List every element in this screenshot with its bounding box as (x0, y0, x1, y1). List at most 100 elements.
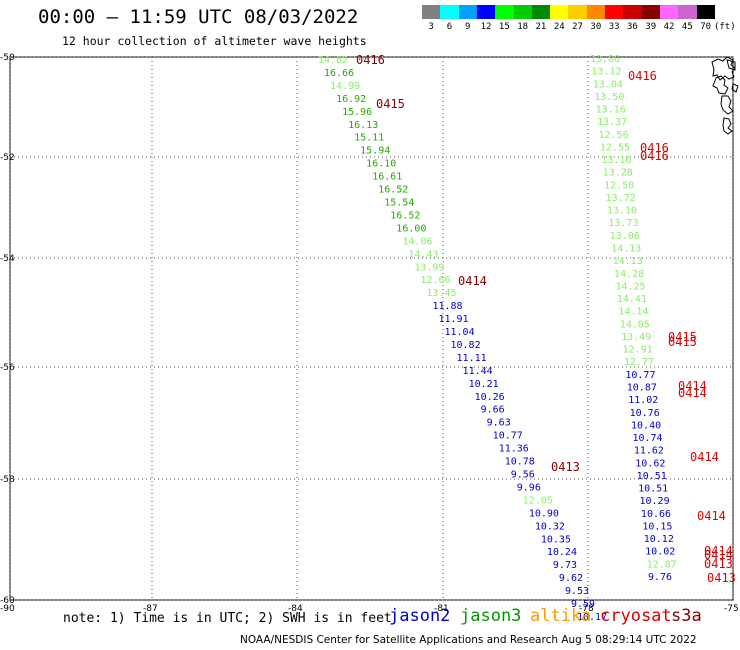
wave-height-value: 13.99 (414, 262, 444, 273)
colorbar-label: 33 (608, 22, 620, 32)
wave-height-value: 14.43 (408, 249, 438, 260)
pass-number-label: 0413 (704, 557, 733, 571)
wave-height-value: 10.21 (469, 379, 499, 390)
wave-height-value: 13.06 (610, 231, 640, 242)
colorbar-label: 6 (446, 22, 453, 32)
wave-height-value: 13.45 (426, 288, 456, 299)
colorbar-swatch (476, 5, 496, 19)
colorbar-label: (ft) (713, 22, 736, 32)
wave-height-value: 10.29 (640, 496, 670, 507)
wave-height-value: 10.51 (637, 471, 667, 482)
colorbar-label: 36 (627, 22, 638, 32)
colorbar-label: 12 (480, 22, 492, 32)
colorbar-label: 70 (700, 22, 712, 32)
wave-height-value: 14.41 (617, 294, 647, 305)
colorbar-label: 9 (465, 22, 471, 32)
wave-height-value: 9.56 (511, 470, 535, 481)
wave-height-value: 10.12 (644, 534, 674, 545)
lon-tick-label: -87 (143, 604, 158, 614)
colorbar-swatch (696, 5, 716, 19)
pass-number-label: 0416 (640, 141, 669, 155)
wave-height-value: 13.72 (606, 193, 636, 204)
wave-height-value: 12.91 (623, 345, 653, 356)
colorbar-swatch (568, 5, 588, 19)
wave-height-value: 10.77 (493, 431, 523, 442)
lon-tick-label: -78 (579, 604, 594, 614)
wave-height-value: 13.73 (608, 218, 638, 229)
colorbar-label: 39 (645, 22, 657, 32)
coastline-islands (711, 56, 739, 135)
pass-number-label: 0416 (628, 69, 657, 83)
colorbar-swatch (678, 5, 697, 19)
wave-height-value: 16.52 (378, 185, 408, 196)
wave-height-value: 16.66 (324, 68, 354, 79)
wave-height-value: 11.02 (628, 395, 658, 406)
wave-height-value: 12.05 (523, 495, 553, 506)
credit-line: NOAA/NESDIS Center for Satellite Applica… (240, 634, 697, 646)
lon-tick-label: -75 (724, 604, 739, 614)
wave-height-value: 10.24 (547, 547, 577, 558)
lat-tick-label: -56 (0, 363, 15, 373)
wave-height-value: 10.82 (451, 340, 481, 351)
colorbar-label: 3 (428, 22, 434, 32)
wave-height-value: 9.96 (517, 482, 541, 493)
colorbar-label: 18 (517, 22, 529, 32)
wave-height-value: 14.13 (613, 256, 643, 267)
wave-height-value: 12.77 (624, 357, 654, 368)
wave-height-value: 13.12 (591, 67, 621, 78)
wave-height-value: 11.36 (499, 444, 529, 455)
wave-height-value: 12.87 (647, 559, 677, 570)
colorbar-swatch (641, 5, 661, 19)
map-grid: -50 -52 -54 -56 -58 -60-90 -87 -84 -81 -78 -75 (0, 53, 739, 614)
wave-height-value: 15.54 (384, 197, 414, 208)
wave-height-value: 13.16 (596, 105, 626, 116)
lon-tick-label: -84 (288, 604, 303, 614)
colorbar-swatch (513, 5, 533, 19)
lat-tick-label: -60 (0, 596, 15, 606)
wave-height-value: 11.11 (457, 353, 487, 364)
legend-item-altika: altika (530, 606, 592, 626)
wave-height-value: 10.02 (645, 547, 675, 558)
pass-number-label: 0415 (668, 335, 697, 349)
wave-height-value: 10.51 (638, 484, 668, 495)
wave-height-value: 16.92 (336, 94, 366, 105)
wave-height-value: 11.62 (634, 446, 664, 457)
colorbar-swatch (605, 5, 624, 19)
map-subtitle: 12 hour collection of altimeter wave hei… (62, 34, 367, 48)
legend-item-jason3: jason3 (460, 606, 522, 626)
wave-height-value: 12.56 (598, 130, 628, 141)
lon-tick-label: -90 (0, 604, 15, 614)
wave-height-value: 14.06 (402, 236, 432, 247)
pass-number-label: 0414 (704, 548, 733, 562)
wave-height-value: 10.74 (632, 433, 662, 444)
note-text: note: 1) Time is in UTC; 2) SWH is in fe… (63, 611, 392, 626)
legend-item-cryosat: cryosat (600, 606, 672, 626)
wave-height-value: 11.44 (463, 366, 493, 377)
colorbar-swatch (458, 5, 478, 19)
pass-number-label: 0413 (551, 460, 580, 474)
wave-height-value: 14.82 (318, 55, 348, 66)
wave-height-value: 9.76 (648, 572, 672, 583)
wave-height-value: 10.40 (631, 420, 661, 431)
wave-height-value: 13.49 (621, 332, 651, 343)
map-frame (9, 56, 734, 601)
legend-item-jason2: jason2 (389, 606, 451, 626)
wave-height-value: 13.50 (594, 92, 624, 103)
wave-height-value: 11.04 (444, 327, 474, 338)
pass-number-label: 0416 (356, 53, 385, 67)
wave-height-value: 14.14 (618, 307, 648, 318)
pass-number-label: 0414 (458, 274, 487, 288)
wave-height-value: 14.99 (330, 81, 360, 92)
wave-height-value: 10.17 (577, 612, 607, 623)
lat-tick-label: -52 (0, 153, 15, 163)
wave-height-value: 12.66 (420, 275, 450, 286)
lat-tick-label: -58 (0, 475, 15, 485)
wave-height-value: 13.10 (607, 206, 637, 217)
legend-item-s3a: s3a (671, 606, 702, 626)
wave-height-value: 14.28 (614, 269, 644, 280)
wave-height-value: 11.88 (432, 301, 462, 312)
wave-height-value: 10.35 (541, 534, 571, 545)
pass-number-label: 0414 (704, 544, 733, 558)
wave-height-value: 13.16 (601, 155, 631, 166)
